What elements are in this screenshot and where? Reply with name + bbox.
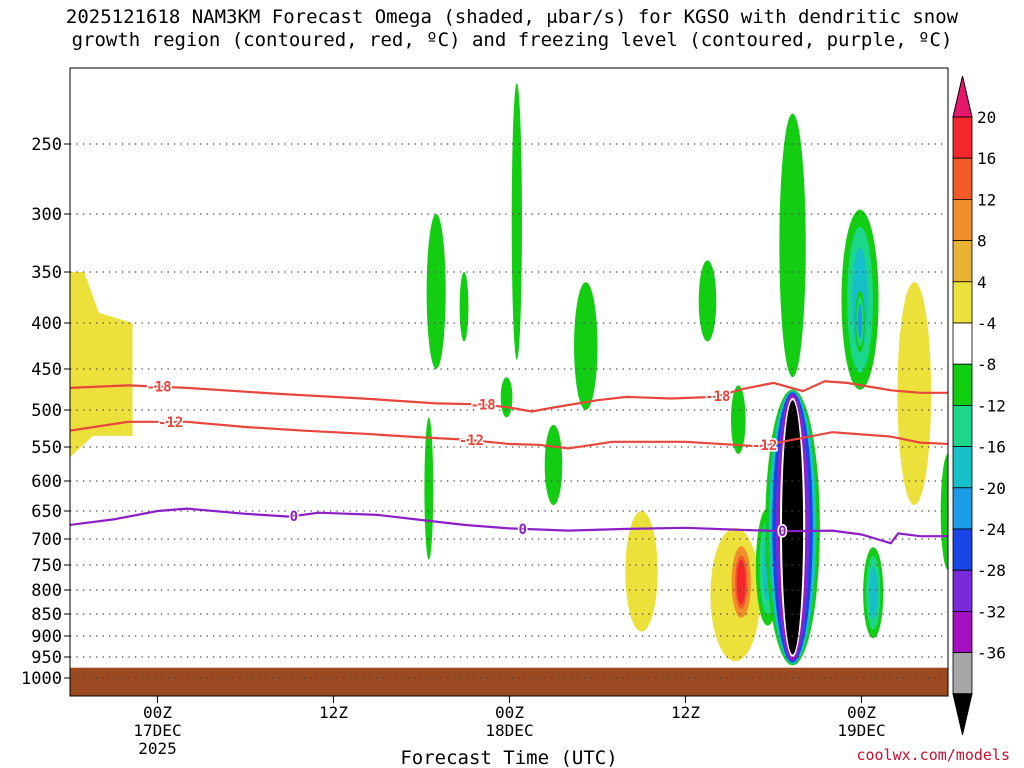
y-tick-label: 850 <box>31 605 62 625</box>
x-tick-label: 18DEC <box>485 721 533 740</box>
omega-cell <box>574 282 598 410</box>
colorbar-swatch <box>952 116 973 159</box>
y-tick-label: 800 <box>31 581 62 601</box>
colorbar-label: 16 <box>977 149 996 168</box>
y-tick-label: 750 <box>31 556 62 576</box>
x-tick-label: 2025 <box>138 739 177 758</box>
isotherm-label: -18 <box>705 389 730 405</box>
colorbar-swatch <box>952 322 973 365</box>
colorbar-bottom-arrow <box>952 693 973 735</box>
freezing-level-label: 0 <box>778 524 786 540</box>
y-tick-label: 900 <box>31 627 62 647</box>
omega-cell <box>544 424 563 505</box>
chart-title-line-1: 2025121618 NAM3KM Forecast Omega (shaded… <box>65 6 959 28</box>
pressure-axis: 2503003504004505005506006507007508008509… <box>21 135 70 689</box>
y-tick-label: 300 <box>31 205 62 225</box>
colorbar-swatch <box>952 404 973 447</box>
freezing-level-label: 0 <box>518 522 526 538</box>
colorbar-label: -12 <box>977 396 1006 415</box>
colorbar-label: -20 <box>977 479 1006 498</box>
isotherm-label: -12 <box>158 415 183 431</box>
colorbar: 20 16 12 8 4 -4 -8 -12 -16 -20 -24 -28 -32 -36 <box>952 75 1006 735</box>
x-tick-label: 12Z <box>319 703 348 722</box>
omega-cell <box>730 385 746 454</box>
omega-shading <box>70 83 948 666</box>
omega-cell <box>940 453 948 570</box>
x-tick-label: 00Z <box>143 703 172 722</box>
colorbar-swatch <box>952 281 973 324</box>
freezing-level-label: 0 <box>290 509 298 525</box>
x-tick-label: 19DEC <box>837 721 885 740</box>
y-tick-label: 650 <box>31 502 62 522</box>
omega-cell <box>857 304 863 339</box>
omega-cell <box>736 559 746 605</box>
colorbar-swatch <box>952 487 973 530</box>
colorbar-swatch <box>952 611 973 654</box>
omega-cell <box>426 214 446 369</box>
colorbar-swatch <box>952 157 973 200</box>
isotherm <box>70 420 948 450</box>
isotherm-label: -12 <box>752 438 777 454</box>
colorbar-swatch <box>952 528 973 571</box>
isotherm-label: -12 <box>459 433 484 449</box>
omega-cell <box>459 272 469 342</box>
colorbar-label: 20 <box>977 108 996 127</box>
colorbar-swatch <box>952 652 973 695</box>
omega-cell <box>70 272 133 458</box>
colorbar-label: -16 <box>977 438 1006 457</box>
colorbar-swatch <box>952 363 973 406</box>
y-tick-label: 400 <box>31 314 62 334</box>
y-tick-label: 450 <box>31 360 62 380</box>
colorbar-swatch <box>952 446 973 489</box>
colorbar-swatch <box>952 240 973 283</box>
x-tick-label: 00Z <box>495 703 524 722</box>
omega-cell <box>500 377 513 418</box>
colorbar-label: -8 <box>977 355 996 374</box>
freezing-level <box>70 507 948 545</box>
y-tick-label: 1000 <box>21 669 62 689</box>
chart-title: 2025121618 NAM3KM Forecast Omega (shaded… <box>0 6 1024 52</box>
isotherm-label: -18 <box>470 398 495 414</box>
colorbar-label: 12 <box>977 190 996 209</box>
colorbar-label: -36 <box>977 644 1006 663</box>
chart-title-line-2: growth region (contoured, red, ºC) and f… <box>71 29 953 51</box>
colorbar-swatch <box>952 569 973 612</box>
isotherm <box>70 380 948 413</box>
isotherm-label: -18 <box>146 380 171 396</box>
contour-lines: -18 -18 -18 -12 -12 -12 0 0 0 <box>70 378 948 545</box>
y-tick-label: 600 <box>31 472 62 492</box>
y-tick-label: 700 <box>31 530 62 550</box>
y-tick-label: 500 <box>31 401 62 421</box>
x-tick-label: 00Z <box>847 703 876 722</box>
site-credit: coolwx.com/models <box>856 746 1010 764</box>
colorbar-label: -4 <box>977 314 996 333</box>
y-tick-label: 550 <box>31 438 62 458</box>
colorbar-top-arrow <box>952 75 973 118</box>
omega-cell <box>779 113 806 378</box>
colorbar-label: 4 <box>977 273 987 292</box>
omega-cell <box>897 282 932 505</box>
x-tick-label: 17DEC <box>133 721 181 740</box>
omega-cell <box>511 83 522 360</box>
ground-fill <box>70 667 948 696</box>
omega-cell <box>424 417 434 560</box>
colorbar-label: 8 <box>977 232 987 251</box>
omega-cell <box>625 511 658 632</box>
colorbar-label: -24 <box>977 520 1006 539</box>
colorbar-label: -28 <box>977 561 1006 580</box>
omega-cell <box>698 260 717 342</box>
y-tick-label: 250 <box>31 135 62 155</box>
colorbar-swatch <box>952 198 973 241</box>
x-axis-title: Forecast Time (UTC) <box>400 747 617 768</box>
y-tick-label: 950 <box>31 648 62 668</box>
colorbar-label: -32 <box>977 602 1006 621</box>
y-tick-label: 350 <box>31 263 62 283</box>
omega-core-layer <box>782 400 804 655</box>
x-tick-label: 12Z <box>671 703 700 722</box>
ground-terrain <box>70 667 948 696</box>
omega-cell <box>868 566 878 619</box>
